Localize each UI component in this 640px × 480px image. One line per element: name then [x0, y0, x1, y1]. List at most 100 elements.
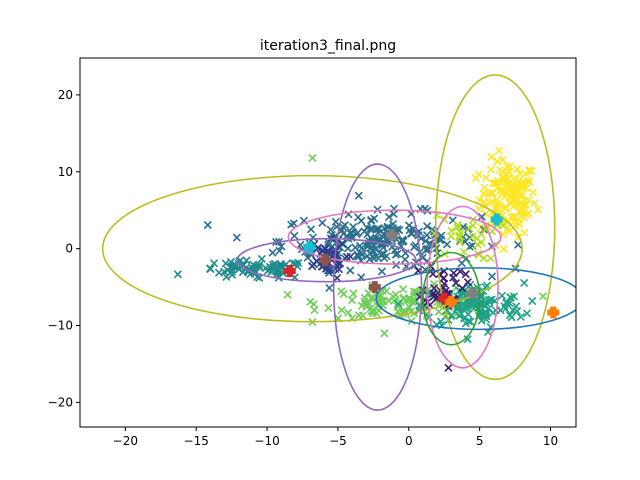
data-point	[479, 197, 488, 206]
data-point	[469, 221, 478, 230]
data-point	[254, 263, 264, 272]
data-point	[346, 266, 355, 275]
data-point	[447, 226, 456, 235]
data-point	[487, 188, 496, 198]
data-point	[505, 167, 514, 176]
ellipse-layer	[101, 74, 576, 411]
centroid-marker	[368, 281, 381, 294]
data-point	[480, 183, 489, 192]
data-point	[461, 301, 471, 310]
centroid-marker	[547, 306, 560, 319]
data-point	[377, 267, 387, 276]
data-point	[436, 235, 446, 244]
data-point	[394, 299, 403, 308]
data-point	[453, 220, 462, 229]
data-point	[439, 273, 448, 283]
data-point	[507, 313, 516, 322]
data-point	[388, 219, 398, 229]
data-point	[401, 255, 410, 264]
data-point	[206, 264, 215, 273]
data-point	[354, 252, 363, 261]
data-point	[371, 244, 381, 253]
cluster-ellipse	[434, 74, 556, 381]
data-point	[290, 231, 299, 240]
data-point	[306, 297, 315, 306]
data-point	[421, 236, 430, 246]
data-point	[272, 270, 281, 279]
data-point	[344, 308, 353, 317]
data-point	[291, 259, 300, 268]
data-point	[479, 254, 488, 263]
centroid-layer	[283, 213, 560, 319]
data-point	[357, 244, 366, 253]
cluster-ellipse	[426, 205, 499, 369]
data-point	[346, 229, 355, 238]
x-tick-label: 10	[543, 434, 558, 448]
cluster-ellipse	[236, 237, 417, 283]
data-point	[428, 225, 437, 234]
data-point	[337, 306, 346, 315]
outlier-point	[308, 153, 317, 163]
data-point	[357, 216, 366, 225]
data-point	[309, 260, 319, 269]
data-point	[364, 241, 373, 251]
data-point	[538, 292, 548, 301]
data-point	[528, 297, 537, 306]
data-point	[463, 278, 472, 287]
data-point	[337, 287, 346, 296]
data-point	[429, 289, 438, 298]
y-tick-label: −10	[48, 319, 73, 333]
centroid-marker	[490, 213, 503, 226]
data-point	[492, 202, 501, 211]
y-axis: −20 −10 0 10 20	[48, 88, 80, 409]
data-point	[353, 228, 362, 237]
plot-frame	[79, 57, 577, 428]
data-point	[524, 176, 533, 185]
data-point	[421, 245, 431, 255]
data-point	[354, 191, 363, 200]
data-point	[360, 227, 369, 236]
data-point	[457, 259, 466, 268]
x-tick-label: −10	[254, 434, 279, 448]
data-point	[410, 243, 419, 252]
chart-title: iteration3_final.png	[260, 38, 396, 54]
data-point	[349, 222, 358, 231]
data-point	[423, 206, 432, 215]
data-point	[519, 183, 528, 192]
data-point	[306, 225, 316, 234]
data-point	[493, 157, 502, 166]
data-point	[303, 253, 312, 262]
data-point	[456, 228, 465, 237]
x-axis: −20 −15 −10 −5 0 5 10	[113, 427, 558, 448]
data-point	[232, 233, 241, 242]
data-point	[487, 272, 497, 281]
data-point	[380, 329, 389, 338]
x-tick-label: 5	[476, 434, 484, 448]
cluster-ellipse	[332, 163, 423, 411]
data-point	[276, 262, 285, 271]
data-point	[479, 299, 488, 308]
y-tick-label: −20	[48, 395, 73, 409]
data-point	[499, 245, 508, 254]
data-point	[494, 146, 504, 155]
data-point	[275, 246, 284, 255]
data-point	[408, 295, 418, 304]
data-point	[354, 311, 363, 320]
data-point	[502, 299, 511, 308]
data-point	[484, 189, 493, 198]
y-tick-label: 10	[58, 165, 73, 179]
data-point	[461, 270, 470, 279]
data-point	[522, 184, 531, 193]
data-point	[492, 195, 501, 204]
x-tick-label: −15	[184, 434, 209, 448]
data-point	[346, 252, 355, 261]
data-point	[399, 285, 408, 294]
data-point	[372, 252, 381, 261]
data-point	[325, 283, 334, 292]
data-point	[389, 209, 398, 218]
cluster-ellipse	[101, 174, 523, 323]
data-point	[255, 260, 264, 270]
data-point	[392, 260, 401, 270]
data-point	[334, 265, 344, 274]
